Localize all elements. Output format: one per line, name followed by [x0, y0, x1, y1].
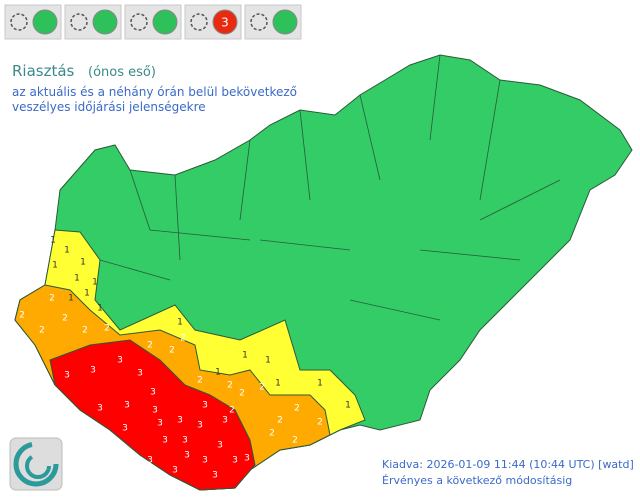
district-level: 3	[157, 419, 163, 429]
district-level: 2	[197, 376, 203, 386]
district-level: 3	[122, 424, 128, 434]
district-level: 1	[74, 274, 80, 284]
title: Riasztás	[12, 62, 75, 80]
district-level: 1	[317, 379, 323, 389]
district-level: 2	[82, 326, 88, 336]
district-level: 3	[64, 371, 70, 381]
icon	[130, 13, 148, 31]
district-level: 1	[92, 278, 98, 288]
status-bar: 3	[4, 4, 302, 40]
subtitle: veszélyes időjárási jelenségekre	[12, 100, 206, 114]
district-border	[429, 54, 441, 141]
district-level: 2	[39, 326, 45, 336]
district-border	[349, 299, 441, 321]
district-level: 3	[172, 466, 178, 476]
icon	[190, 13, 208, 31]
district-level: 2	[49, 294, 55, 304]
validity: Érvényes a következő módosításig	[382, 474, 572, 487]
district-level: 1	[50, 236, 56, 246]
district-border	[479, 179, 561, 221]
district-level: 3	[137, 369, 143, 379]
status-level: 3	[221, 16, 229, 30]
district-level: 2	[19, 311, 25, 321]
status-light	[272, 9, 298, 35]
district-level: 3	[182, 436, 188, 446]
district-level: 3	[147, 456, 153, 466]
district-border	[174, 174, 181, 261]
district-border	[149, 229, 251, 241]
district-border	[359, 94, 381, 181]
district-level: 3	[217, 441, 223, 451]
status-light	[212, 9, 238, 35]
district-level: 2	[229, 406, 235, 416]
district-level: 3	[152, 406, 158, 416]
district-level: 3	[162, 436, 168, 446]
icon	[70, 13, 88, 31]
district-level: 1	[84, 289, 90, 299]
district-level: 3	[202, 401, 208, 411]
logo	[9, 437, 63, 491]
district-level: 1	[52, 261, 58, 271]
icon	[10, 13, 28, 31]
district-level: 2	[292, 436, 298, 446]
district-level: 2	[62, 314, 68, 324]
status-light	[32, 9, 58, 35]
district-level: 1	[345, 401, 351, 411]
district-level: 2	[269, 429, 275, 439]
district-level: 3	[184, 451, 190, 461]
district-level: 2	[104, 324, 110, 334]
district-border	[129, 169, 151, 231]
district-level: 3	[117, 356, 123, 366]
district-border	[299, 109, 311, 201]
district-border	[479, 79, 501, 201]
district-level: 3	[202, 456, 208, 466]
district-level: 3	[177, 416, 183, 426]
hazard: (ónos eső)	[88, 65, 156, 80]
district-level: 3	[222, 416, 228, 426]
district-level: 1	[97, 304, 103, 314]
district-level: 1	[177, 318, 183, 328]
district-level: 1	[275, 379, 281, 389]
district-level: 2	[294, 404, 300, 414]
district-level: 3	[97, 404, 103, 414]
district-level: 3	[212, 471, 218, 481]
district-level: 2	[227, 381, 233, 391]
district-level: 3	[90, 366, 96, 376]
district-level: 2	[277, 416, 283, 426]
status-light	[92, 9, 118, 35]
district-level: 1	[80, 258, 86, 268]
district-border	[99, 259, 171, 281]
district-border	[239, 139, 251, 221]
district-level: 2	[259, 383, 265, 393]
status-light	[152, 9, 178, 35]
district-level: 1	[215, 368, 221, 378]
icon	[250, 13, 268, 31]
district-level: 2	[169, 346, 175, 356]
district-level: 3	[124, 401, 130, 411]
warning-zone	[49, 339, 256, 491]
district-level: 3	[232, 456, 238, 466]
district-level: 3	[150, 388, 156, 398]
district-border	[419, 249, 521, 261]
district-level: 1	[68, 294, 74, 304]
subtitle: az aktuális és a néhány órán belül beköv…	[12, 85, 297, 99]
district-level: 3	[244, 454, 250, 464]
district-level: 3	[197, 421, 203, 431]
issued: Kiadva: 2026-01-09 11:44 (10:44 UTC) [wa…	[382, 458, 634, 471]
district-border	[259, 239, 351, 251]
district-level: 2	[147, 341, 153, 351]
district-level: 2	[180, 334, 186, 344]
district-level: 1	[242, 351, 248, 361]
district-level: 1	[265, 356, 271, 366]
district-level: 1	[64, 246, 70, 256]
district-level: 2	[317, 418, 323, 428]
district-level: 2	[239, 389, 245, 399]
